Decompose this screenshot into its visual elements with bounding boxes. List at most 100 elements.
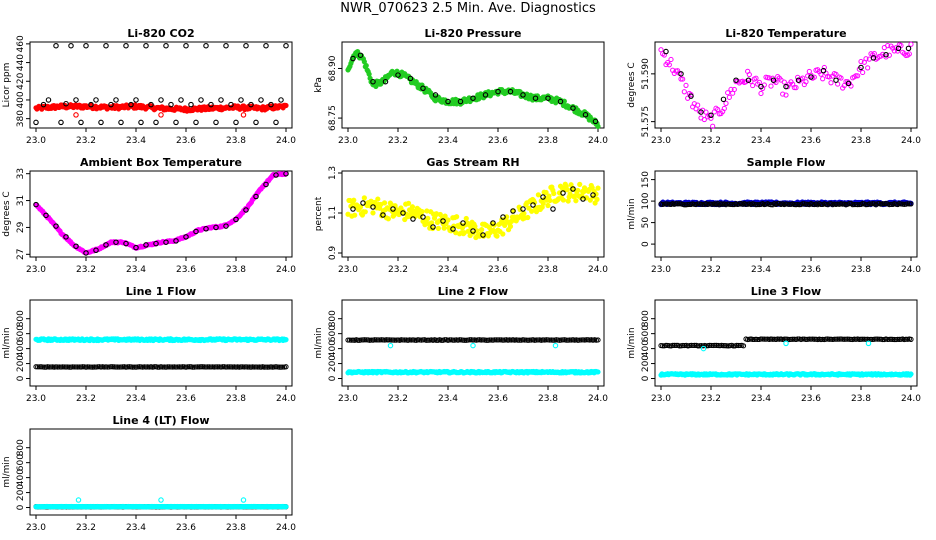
x-tick-label: 23.6 xyxy=(801,265,821,275)
data-point xyxy=(745,77,752,83)
data-point xyxy=(547,197,553,204)
data-point xyxy=(253,119,259,126)
y-axis-label: percent xyxy=(314,196,324,231)
y-tick-label: 420 xyxy=(16,72,26,89)
data-point xyxy=(470,342,476,349)
chart-title: Ambient Box Temperature xyxy=(80,156,242,169)
data-point xyxy=(908,41,914,47)
y-tick-label: 800 xyxy=(16,439,26,456)
chart-2: Li-820 Pressure kPa 23.0 23.2 23.4 23.6 23.8 24… xyxy=(314,27,608,146)
x-tick-label: 23.2 xyxy=(76,265,96,275)
data-point xyxy=(108,101,114,108)
y-tick-label: 1.1 xyxy=(328,206,338,220)
x-tick-label: 23.6 xyxy=(801,394,821,404)
data-point xyxy=(783,340,789,347)
data-point xyxy=(698,109,704,115)
data-point xyxy=(546,193,552,199)
data-point xyxy=(283,102,289,109)
y-tick-label: 29 xyxy=(16,221,26,233)
x-tick-label: 23.8 xyxy=(538,136,558,146)
data-point xyxy=(592,118,599,125)
x-tick-label: 23.8 xyxy=(851,265,871,275)
data-point xyxy=(726,94,732,100)
x-tick-label: 23.0 xyxy=(26,394,46,404)
y-tick-label: 68.90 xyxy=(328,55,338,81)
data-point xyxy=(880,51,886,57)
y-axis-label: ml/min xyxy=(314,327,324,358)
data-point xyxy=(838,75,844,81)
x-tick-label: 23.4 xyxy=(438,265,458,275)
data-point xyxy=(240,112,247,118)
data-point xyxy=(703,109,709,115)
series-sample xyxy=(33,336,289,344)
data-point xyxy=(178,97,184,103)
data-point xyxy=(551,190,557,197)
data-point xyxy=(725,90,731,96)
x-tick-label: 24.0 xyxy=(276,394,296,404)
x-tick-label: 23.0 xyxy=(651,136,671,146)
y-tick-label: 68.75 xyxy=(328,105,338,131)
y-axis-label: ml/min xyxy=(2,456,12,487)
data-point xyxy=(243,42,249,49)
y-tick-label: 50 xyxy=(641,217,651,229)
x-tick-label: 23.4 xyxy=(126,394,146,404)
data-point xyxy=(573,198,579,204)
data-point xyxy=(248,101,254,108)
chart-6: Sample Flow ml/min 23.0 23.2 23.4 23.6 23.8 24.… xyxy=(627,156,921,275)
data-point xyxy=(885,43,891,49)
y-axis-label: ml/min xyxy=(627,327,637,358)
data-point xyxy=(529,208,535,214)
data-point xyxy=(351,197,357,203)
x-tick-label: 23.8 xyxy=(851,136,871,146)
y-tick-label: 51.575 xyxy=(641,106,651,138)
data-point xyxy=(395,72,401,78)
y-tick-label: 800 xyxy=(16,310,26,327)
data-point xyxy=(103,42,109,49)
data-point xyxy=(113,97,119,103)
data-point xyxy=(535,192,541,198)
data-point xyxy=(240,497,247,503)
data-point xyxy=(906,51,912,57)
x-tick-label: 23.4 xyxy=(126,136,146,146)
data-point xyxy=(366,71,372,77)
data-point xyxy=(666,62,672,68)
data-point xyxy=(357,52,364,58)
data-point xyxy=(183,42,189,49)
data-point xyxy=(870,55,877,61)
y-tick-label: 51.590 xyxy=(641,58,651,90)
chart-title: Line 4 (LT) Flow xyxy=(113,414,210,427)
y-tick-label: 460 xyxy=(16,35,26,52)
data-point xyxy=(370,78,376,85)
data-point xyxy=(387,342,394,349)
data-point xyxy=(88,101,94,108)
data-point xyxy=(858,64,864,71)
x-tick-label: 23.2 xyxy=(76,394,96,404)
x-tick-label: 23.0 xyxy=(338,394,358,404)
data-point xyxy=(680,76,686,82)
x-tick-label: 23.0 xyxy=(26,523,46,533)
data-point xyxy=(595,185,601,191)
plot-frame xyxy=(29,170,293,258)
y-axis-label: ml/min xyxy=(627,198,637,229)
data-point xyxy=(495,88,501,95)
y-tick-label: 0 xyxy=(641,375,651,381)
data-point xyxy=(826,74,832,80)
data-point xyxy=(263,42,269,49)
data-point xyxy=(595,123,601,129)
data-point xyxy=(363,62,369,69)
data-point xyxy=(811,74,817,80)
data-point xyxy=(750,82,756,89)
x-tick-label: 23.0 xyxy=(26,265,46,275)
data-point xyxy=(540,200,546,206)
data-point xyxy=(98,119,104,126)
x-tick-label: 23.0 xyxy=(338,265,358,275)
x-tick-label: 23.6 xyxy=(488,136,508,146)
y-axis-label: degrees C xyxy=(627,62,637,107)
series-outliers xyxy=(73,112,247,118)
data-point xyxy=(552,342,559,349)
data-point xyxy=(445,98,451,105)
data-point xyxy=(432,92,439,98)
data-point xyxy=(381,200,388,206)
series-sample xyxy=(33,503,289,510)
x-tick-label: 24.0 xyxy=(901,394,921,404)
